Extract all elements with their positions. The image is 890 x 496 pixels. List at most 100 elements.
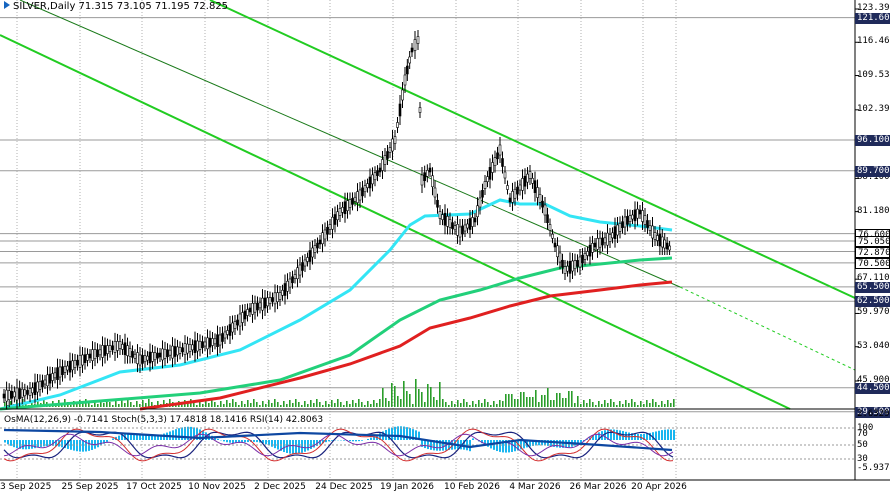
candle-body — [298, 264, 302, 276]
volume-bar — [352, 400, 354, 407]
candle-body — [513, 188, 517, 199]
osma-bar — [547, 440, 549, 446]
candle-body — [486, 176, 489, 182]
volume-bar — [31, 401, 33, 407]
level-tag[interactable]: 70.500 — [855, 257, 890, 269]
candle-body — [261, 297, 264, 311]
volume-bar — [241, 401, 243, 407]
candle-body — [613, 226, 617, 239]
candle-body — [68, 360, 72, 373]
candle-body — [218, 334, 222, 346]
volume-bar — [673, 399, 675, 407]
candle-body — [410, 47, 414, 53]
osma-bar — [190, 426, 192, 440]
candle-body — [541, 200, 544, 208]
candle-body — [566, 265, 569, 272]
volume-bar — [4, 402, 6, 407]
osma-bar — [502, 440, 504, 453]
candle-body — [123, 342, 127, 356]
candle-body — [183, 343, 187, 355]
osma-bar — [658, 430, 660, 440]
candle-body — [36, 381, 39, 393]
osma-bar — [157, 435, 159, 440]
level-tag[interactable]: 96.100 — [855, 135, 890, 146]
volume-bar — [637, 405, 639, 407]
candle-body — [426, 170, 429, 177]
volume-bar — [472, 401, 474, 407]
level-tag[interactable]: 121.600 — [855, 12, 890, 24]
osma-bar — [586, 439, 588, 440]
candle-body — [536, 187, 539, 198]
volume-bar — [199, 401, 201, 407]
volume-bar — [616, 405, 618, 407]
volume-bar — [550, 400, 552, 407]
volume-bar — [556, 393, 558, 407]
osma-bar — [673, 429, 675, 440]
level-tag[interactable]: 44.500 — [855, 382, 890, 394]
candle-body — [88, 353, 92, 359]
candle-body — [611, 232, 614, 239]
volume-bar — [394, 386, 396, 407]
candle-body — [318, 239, 322, 245]
candle-body — [406, 65, 409, 75]
candle-body — [106, 345, 109, 354]
candle-body — [558, 252, 562, 263]
candle-body — [551, 233, 554, 239]
volume-bar — [103, 403, 105, 407]
candle-body — [438, 211, 442, 219]
osma-bar — [79, 440, 81, 452]
volume-bar — [583, 400, 585, 407]
osma-bar — [535, 440, 537, 446]
candle-body — [528, 171, 532, 179]
volume-bar — [418, 389, 420, 407]
volume-bar — [127, 399, 129, 407]
candle-body — [556, 245, 559, 258]
level-tag[interactable]: 72.870 — [855, 246, 890, 258]
volume-bar — [196, 405, 198, 407]
volume-bar — [577, 396, 579, 407]
candle-body — [158, 352, 162, 358]
osma-bar — [238, 440, 240, 443]
channel-lower-line — [0, 34, 791, 410]
level-tag[interactable]: 65.500 — [855, 281, 890, 293]
candle-body — [376, 170, 379, 176]
candle-body — [453, 225, 457, 231]
volume-bar — [70, 405, 72, 407]
candle-body — [646, 220, 649, 228]
candle-body — [591, 243, 594, 253]
volume-bar — [247, 400, 249, 407]
level-tag[interactable]: 62.500 — [855, 296, 890, 308]
osma-bar — [295, 440, 297, 454]
volume-bar — [145, 403, 147, 407]
candle-body — [420, 174, 424, 186]
osma-bar — [370, 437, 372, 440]
ma-fast-line — [0, 198, 673, 411]
chart-collapse-icon[interactable] — [4, 1, 10, 9]
level-tag[interactable]: 75.050 — [855, 236, 890, 248]
osma-bar — [268, 440, 270, 446]
volume-bar — [409, 394, 411, 407]
level-tag[interactable]: 39.500 — [855, 406, 890, 418]
volume-bar — [595, 405, 597, 407]
osma-bar — [187, 426, 189, 440]
candle-body — [538, 194, 542, 203]
osma-bar — [70, 440, 72, 450]
osma-bar — [622, 431, 624, 440]
volume-bar — [277, 402, 279, 407]
volume-bar — [37, 400, 39, 407]
osma-bar — [355, 440, 357, 442]
osma-bar — [67, 440, 69, 449]
volume-bar — [253, 399, 255, 407]
volume-bar — [259, 405, 261, 407]
candle-body — [581, 254, 584, 264]
osma-bar — [193, 427, 195, 440]
level-tag[interactable]: 89.700 — [855, 165, 890, 177]
candle-body — [523, 175, 527, 187]
volume-bar — [442, 399, 444, 407]
candle-body — [578, 256, 582, 268]
candle-body — [46, 374, 49, 387]
volume-bar — [541, 395, 543, 407]
candle-body — [493, 157, 497, 166]
candle-body — [296, 267, 299, 280]
